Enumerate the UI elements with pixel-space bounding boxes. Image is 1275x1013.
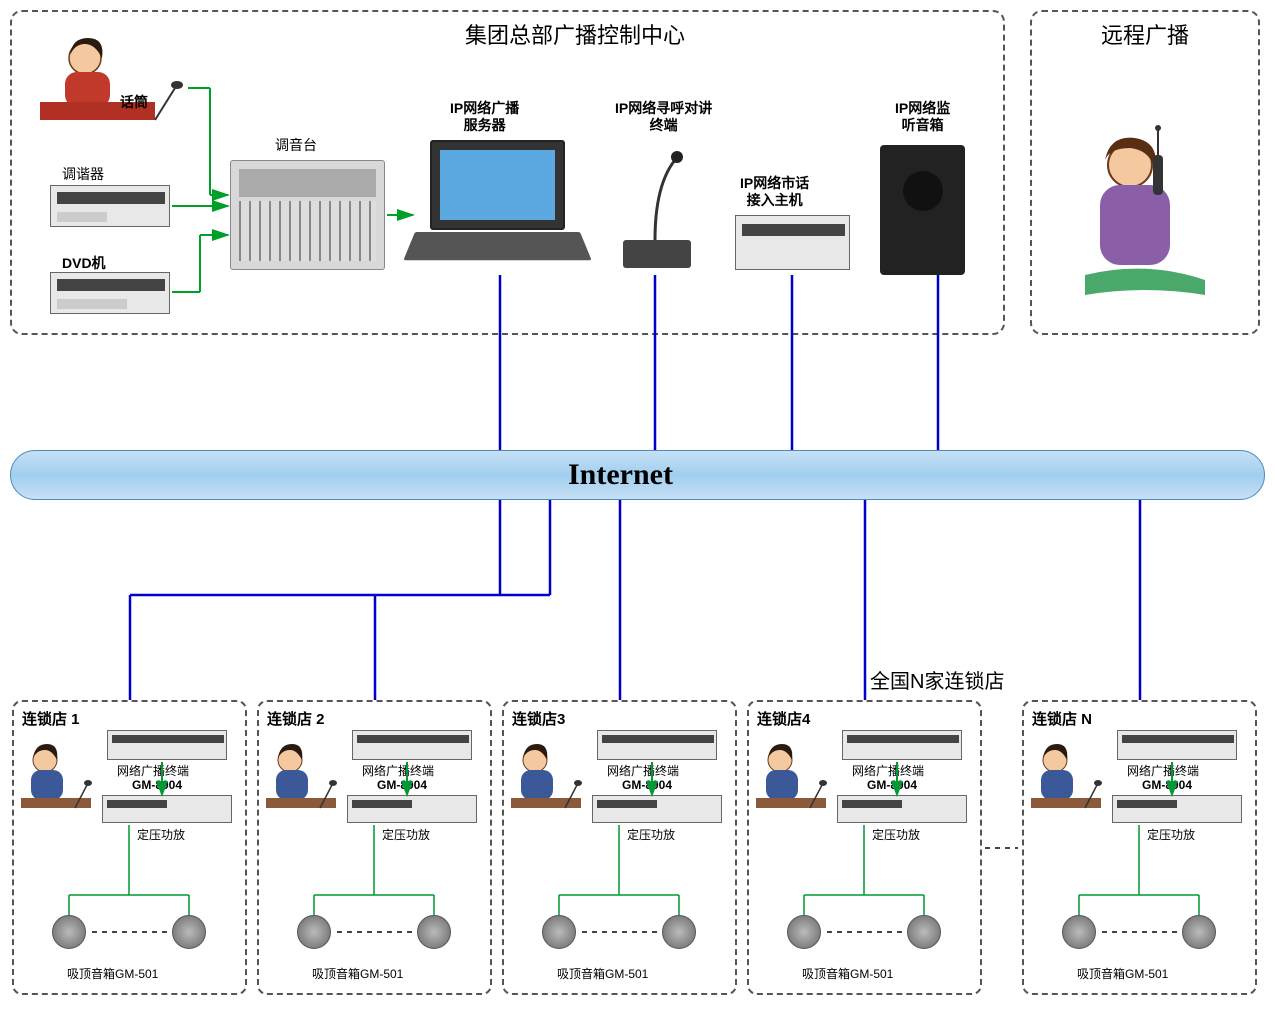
remote-title: 远程广播 — [1075, 18, 1215, 50]
dvd-device — [50, 272, 170, 314]
mixer-device — [230, 160, 385, 270]
paging-label: IP网络寻呼对讲 终端 — [615, 100, 712, 134]
server-label: IP网络广播 服务器 — [450, 100, 519, 134]
headquarters-title: 集团总部广播控制中心 — [400, 18, 750, 50]
paging-device — [615, 145, 700, 275]
gateway-device — [735, 215, 850, 270]
microphone-label: 话筒 — [120, 92, 148, 112]
store-wiring — [502, 700, 737, 995]
store-wiring — [12, 700, 247, 995]
store-wiring — [257, 700, 492, 995]
store-wiring — [747, 700, 982, 995]
server-device — [415, 140, 580, 270]
mixer-label: 调音台 — [275, 135, 317, 155]
store-wiring — [1022, 700, 1257, 995]
monitor-speaker-label: IP网络监 听音箱 — [895, 100, 950, 134]
announcer-illustration — [30, 30, 190, 130]
tuner-label: 调谐器 — [62, 164, 104, 184]
internet-label: Internet — [568, 458, 673, 492]
tuner-device — [50, 185, 170, 227]
monitor-speaker-device — [880, 145, 965, 275]
gateway-label: IP网络市话 接入主机 — [740, 175, 809, 209]
remote-person-illustration — [1055, 120, 1235, 310]
dvd-label: DVD机 — [62, 253, 106, 273]
stores-count-label: 全国N家连锁店 — [870, 665, 1004, 694]
